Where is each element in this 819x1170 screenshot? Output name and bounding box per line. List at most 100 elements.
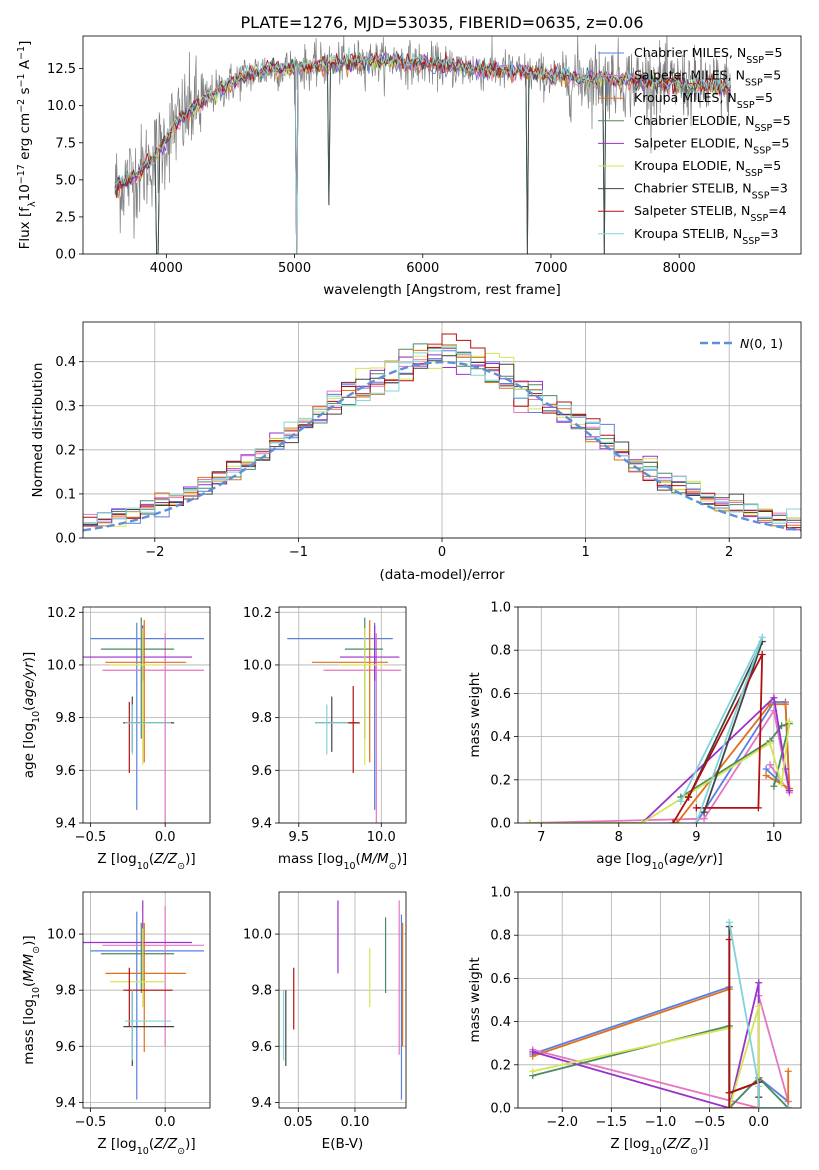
mass-weight-marker <box>755 979 763 987</box>
axes-frame <box>517 606 802 824</box>
axes-frame <box>82 321 802 539</box>
legend-entry: Kroupa MILES, NSSP=5 <box>634 90 773 111</box>
mass-weight-marker <box>785 787 793 795</box>
spectrum-title: PLATE=1276, MJD=53035, FIBERID=0635, z=0… <box>240 13 643 32</box>
mass-weight-marker <box>638 819 646 823</box>
x-axis-label: Z [log10(Z/Z⊙)] <box>610 1136 708 1157</box>
x-tick-label: 1 <box>581 545 589 560</box>
x-tick-label: 6000 <box>406 261 439 276</box>
y-tick-label: 9.6 <box>251 764 272 779</box>
mass-weight-marker <box>692 819 700 823</box>
mass-weight-marker <box>529 1048 537 1056</box>
mass-weight-marker <box>673 819 681 823</box>
y-tick-label: 9.4 <box>55 817 76 832</box>
mass-weight-marker <box>685 793 693 801</box>
x-axis-label: Z [log10(Z/Z⊙)] <box>97 1136 195 1157</box>
x-tick-label: 0.05 <box>284 1115 313 1130</box>
y-tick-label: 9.4 <box>251 1096 272 1111</box>
x-tick-label: 0.0 <box>748 1115 769 1130</box>
model-spectrum-line <box>114 47 731 254</box>
y-tick-label: 10.2 <box>243 606 272 621</box>
axes-frame <box>278 606 407 824</box>
x-tick-label: 4000 <box>150 261 183 276</box>
x-tick-label: 0 <box>438 545 446 560</box>
y-tick-label: 0.4 <box>55 355 76 370</box>
mass-weight-marker <box>758 633 766 641</box>
y-tick-label: 0.4 <box>490 1015 511 1030</box>
mass-weight-marker <box>669 819 677 823</box>
mass-weight-marker <box>700 808 708 816</box>
mass-weight-marker <box>755 1082 763 1090</box>
mass-weight-marker <box>778 780 786 788</box>
axes-frame <box>82 891 211 1109</box>
y-tick-label: 0.2 <box>490 1058 511 1073</box>
mass-weight-marker <box>766 761 774 769</box>
y-tick-label: 0.8 <box>490 929 511 944</box>
mass-weight-marker <box>766 739 774 747</box>
mass-weight-marker <box>755 1002 763 1010</box>
y-tick-label: 10.2 <box>47 606 76 621</box>
y-tick-label: 0.2 <box>490 773 511 788</box>
y-tick-label: 9.8 <box>251 711 272 726</box>
x-tick-label: 7 <box>537 830 545 845</box>
y-tick-label: 10.0 <box>47 928 76 943</box>
mass-weight-marker <box>529 1067 537 1075</box>
y-tick-label: 0.6 <box>490 687 511 702</box>
y-tick-label: 0.6 <box>490 972 511 987</box>
mass-weight-marker <box>725 1104 733 1108</box>
mass-weight-marker <box>784 1067 792 1075</box>
y-tick-label: 0.8 <box>490 644 511 659</box>
x-tick-label: −0.5 <box>75 1115 107 1130</box>
legend-entry: Salpeter MILES, NSSP=5 <box>634 68 781 89</box>
y-tick-label: 9.8 <box>55 711 76 726</box>
axes-frame <box>82 35 802 255</box>
x-tick-label: 0.0 <box>155 1115 176 1130</box>
axes-frame <box>517 891 802 1109</box>
x-axis-label: mass [log10(M/M⊙)] <box>278 851 407 872</box>
x-tick-label: −2.0 <box>546 1115 578 1130</box>
x-tick-label: 5000 <box>278 261 311 276</box>
panel-age-vs-Z: −0.5 0.0 9.4 9.6 9.8 10.0 10.2 <box>47 606 211 845</box>
legend-entry: Kroupa STELIB, NSSP=3 <box>634 226 778 247</box>
plot-area <box>83 617 205 823</box>
x-tick-label: 8 <box>615 830 623 845</box>
axes-frame <box>278 891 407 1109</box>
y-tick-label: 9.4 <box>251 817 272 832</box>
legend-entry: Kroupa ELODIE, NSSP=5 <box>634 158 781 179</box>
mass-weight-marker <box>770 694 778 702</box>
y-axis-label: mass [log10(M/M⊙)] <box>21 935 42 1064</box>
x-axis-label: E(B-V) <box>322 1136 364 1152</box>
mass-weight-marker <box>526 819 534 823</box>
mass-weight-marker <box>762 765 770 773</box>
y-tick-label: 9.8 <box>251 984 272 999</box>
mass-weight-marker <box>758 651 766 659</box>
mass-weight-line <box>532 1006 789 1108</box>
panel-mass-vs-Z: −0.5 0.0 9.4 9.6 9.8 10.0 <box>47 891 211 1130</box>
x-tick-label: 0.10 <box>340 1115 369 1130</box>
x-tick-label: −0.5 <box>694 1115 726 1130</box>
mass-weight-marker <box>785 717 793 725</box>
panel-age-vs-mass: 9.5 10.0 9.4 9.6 9.8 10.0 10.2 <box>243 606 407 845</box>
panel-mass-vs-ebv: 0.05 0.10 9.4 9.6 9.8 10.0 <box>243 891 407 1130</box>
residual-x-label: (data-model)/error <box>379 567 505 583</box>
mass-weight-marker <box>770 782 778 790</box>
model-spectrum-line <box>114 53 731 254</box>
y-tick-label: 0.0 <box>55 532 76 547</box>
y-tick-label: 1.0 <box>490 601 511 616</box>
x-tick-label: −1.5 <box>596 1115 628 1130</box>
panel-residual-histogram: −2 −1 0 1 2 0.0 0.1 0.2 0.3 0.4 <box>55 321 802 560</box>
histogram-step-line <box>83 345 801 529</box>
x-tick-label: −0.5 <box>75 830 107 845</box>
y-tick-label: 0.2 <box>55 443 76 458</box>
x-tick-label: 2 <box>725 545 733 560</box>
mass-weight-line <box>532 987 790 1108</box>
y-tick-label: 0.4 <box>490 730 511 745</box>
mass-weight-marker <box>692 804 700 812</box>
mass-weight-marker <box>677 797 685 805</box>
y-axis-label: age [log10(age/yr)] <box>21 652 42 778</box>
x-tick-label: 0.0 <box>155 830 176 845</box>
gaussian-reference-line <box>83 360 801 532</box>
plot-area <box>529 918 792 1108</box>
y-tick-label: 12.5 <box>47 62 76 77</box>
